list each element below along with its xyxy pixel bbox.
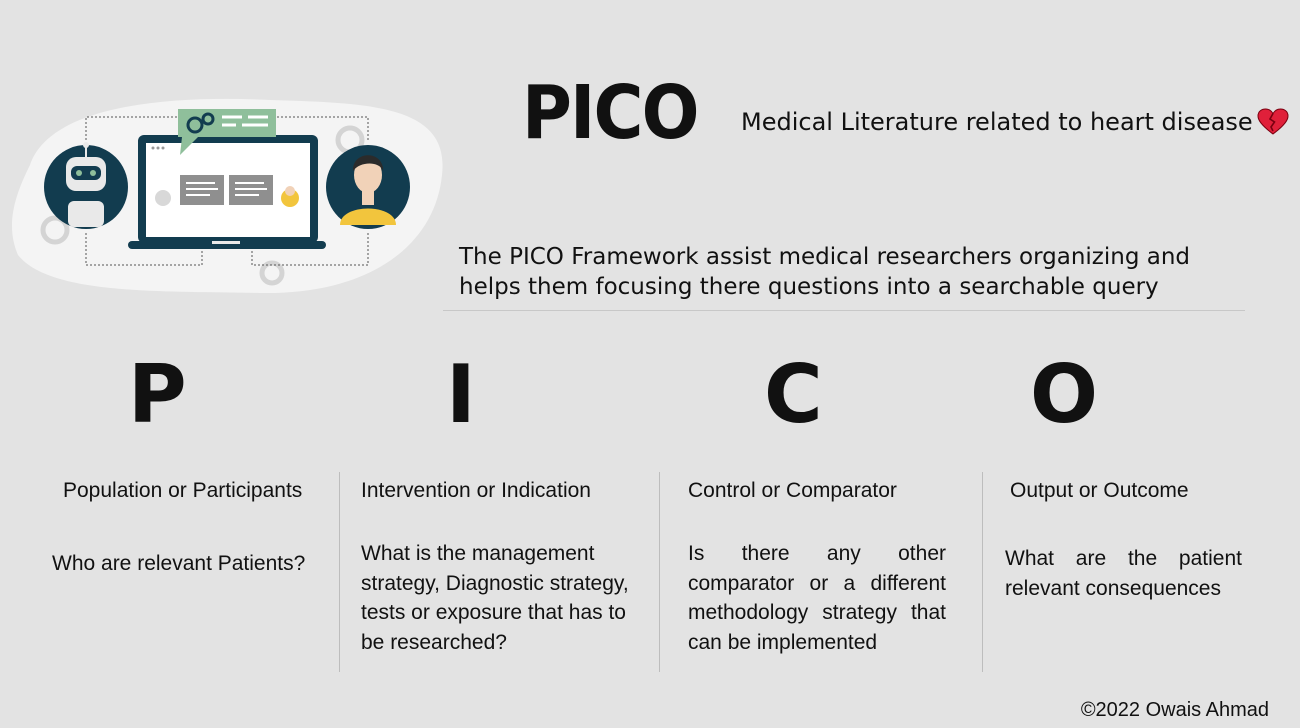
intervention-description: What is the management strategy, Diagnos…	[361, 542, 629, 654]
chatbot-illustration	[11, 98, 443, 294]
divider	[443, 310, 1245, 311]
outcome-description: What are the patient relevant consequenc…	[1005, 547, 1242, 600]
letter-c: C	[764, 348, 823, 441]
population-title: Population or Participants	[63, 479, 303, 502]
column-divider	[659, 472, 660, 672]
laptop-icon	[128, 135, 326, 249]
person-avatar-icon	[326, 145, 410, 229]
column-divider	[982, 472, 983, 672]
page-subtitle: Medical Literature related to heart dise…	[741, 108, 1253, 136]
copyright: ©2022 Owais Ahmad	[1080, 699, 1269, 721]
framework-description: The PICO Framework assist medical resear…	[459, 244, 1191, 300]
outcome-title: Output or Outcome	[1010, 479, 1189, 502]
column-divider	[339, 472, 340, 672]
page-title: PICO	[522, 70, 700, 156]
intervention-title: Intervention or Indication	[361, 479, 591, 502]
broken-heart-icon	[1257, 108, 1289, 135]
letter-p: P	[128, 348, 187, 441]
control-title: Control or Comparator	[688, 479, 897, 502]
control-description: Is there any other comparator or a diffe…	[688, 542, 946, 654]
letter-o: O	[1030, 348, 1099, 441]
chat-bubble-icon	[178, 109, 276, 155]
letter-i: I	[446, 348, 476, 441]
robot-avatar-icon	[44, 142, 128, 229]
population-description: Who are relevant Patients?	[52, 552, 306, 575]
